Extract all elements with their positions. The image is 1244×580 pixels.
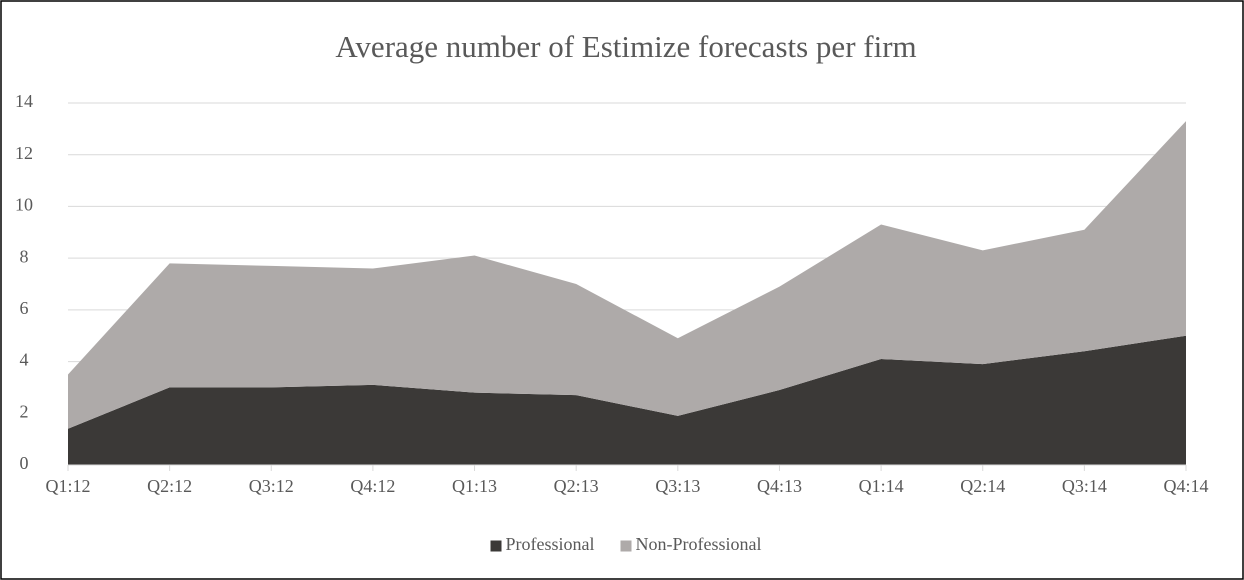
y-tick-label: 0 (20, 453, 29, 473)
chart-title: Average number of Estimize forecasts per… (335, 29, 916, 64)
x-tick-label: Q2:14 (960, 476, 1005, 496)
legend-swatch (490, 540, 502, 552)
x-tick-label: Q2:13 (554, 476, 599, 496)
legend-swatch (620, 540, 632, 552)
x-tick-label: Q1:12 (46, 476, 91, 496)
legend-label: Professional (506, 534, 595, 554)
x-tick-label: Q2:12 (147, 476, 192, 496)
y-tick-label: 6 (20, 298, 29, 318)
x-tick-label: Q3:12 (249, 476, 294, 496)
y-tick-label: 8 (20, 246, 29, 266)
x-tick-label: Q4:14 (1164, 476, 1209, 496)
x-tick-label: Q4:13 (757, 476, 802, 496)
x-tick-label: Q1:14 (859, 476, 904, 496)
x-tick-label: Q3:14 (1062, 476, 1107, 496)
x-tick-label: Q1:13 (452, 476, 497, 496)
y-tick-label: 14 (15, 91, 33, 111)
y-tick-label: 10 (15, 195, 33, 215)
y-tick-label: 2 (20, 401, 29, 421)
area (68, 121, 1186, 429)
y-tick-label: 12 (15, 143, 33, 163)
y-tick-label: 4 (20, 350, 29, 370)
legend-label: Non-Professional (636, 534, 762, 554)
x-tick-label: Q3:13 (655, 476, 700, 496)
area (68, 335, 1186, 465)
x-tick-label: Q4:12 (350, 476, 395, 496)
